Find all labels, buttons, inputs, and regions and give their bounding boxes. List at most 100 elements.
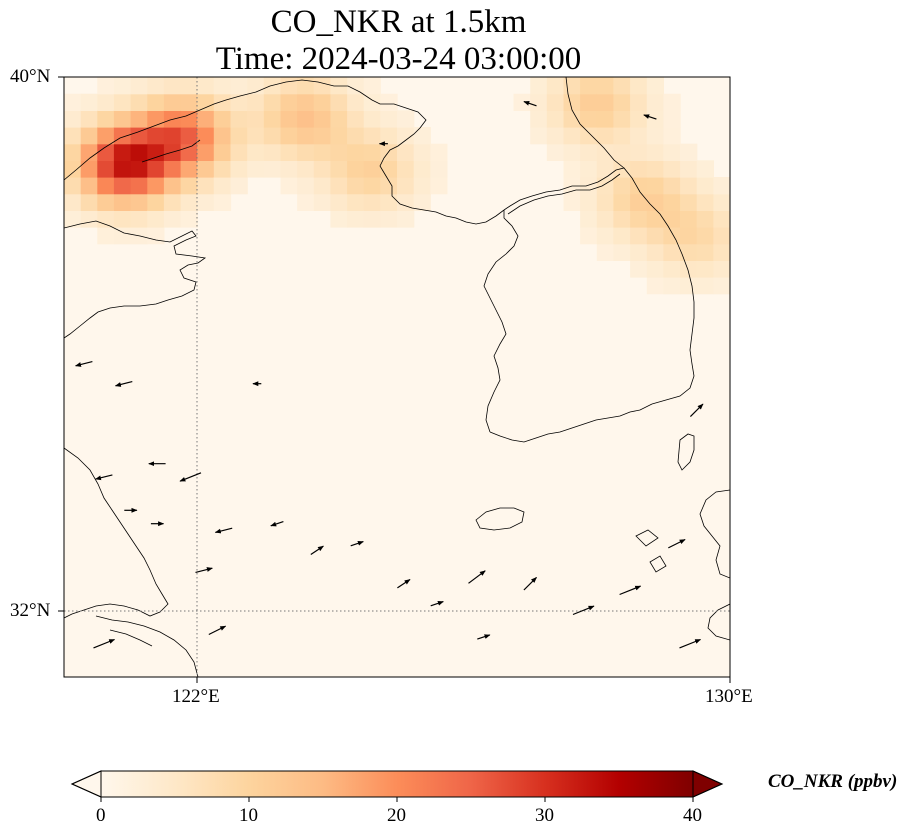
field-cell bbox=[313, 143, 332, 161]
field-cell bbox=[613, 127, 631, 145]
field-cell bbox=[630, 243, 648, 261]
colorbar-label: CO_NKR (ppbv) bbox=[768, 771, 898, 792]
field-cell bbox=[130, 127, 148, 145]
field-cell bbox=[180, 160, 198, 178]
field-cell bbox=[380, 177, 398, 195]
field-cell bbox=[596, 77, 614, 95]
field-cell bbox=[363, 127, 381, 145]
field-cell bbox=[363, 93, 381, 111]
field-cell bbox=[563, 110, 581, 128]
field-cell bbox=[330, 193, 348, 211]
wind-arrow bbox=[195, 567, 213, 573]
field-cell bbox=[563, 160, 581, 178]
field-cell bbox=[313, 160, 332, 178]
field-cell bbox=[630, 110, 648, 128]
field-cell bbox=[563, 143, 581, 161]
field-cell bbox=[613, 243, 631, 261]
field-cell bbox=[297, 193, 315, 211]
field-cell bbox=[147, 93, 165, 111]
field-cell bbox=[630, 160, 648, 178]
map-panel[interactable] bbox=[64, 77, 731, 677]
field-cell bbox=[230, 160, 248, 178]
field-cell bbox=[347, 160, 365, 178]
field-cell bbox=[113, 77, 132, 95]
field-cell bbox=[596, 93, 614, 111]
field-cell bbox=[397, 160, 415, 178]
field-cell bbox=[97, 110, 115, 128]
field-cell bbox=[97, 160, 115, 178]
wind-arrow bbox=[668, 538, 686, 549]
coastline-layer bbox=[64, 77, 730, 677]
field-cell bbox=[147, 227, 165, 245]
field-cell bbox=[130, 77, 148, 95]
field-cell bbox=[380, 110, 398, 128]
field-cell bbox=[347, 77, 365, 95]
field-cell bbox=[80, 193, 98, 211]
field-cell bbox=[613, 193, 631, 211]
field-cell bbox=[80, 160, 98, 178]
field-cell bbox=[180, 93, 198, 111]
field-cell bbox=[180, 77, 198, 95]
field-cell bbox=[580, 93, 598, 111]
field-cell bbox=[546, 143, 565, 161]
field-cell bbox=[596, 160, 614, 178]
wind-arrow bbox=[619, 585, 642, 596]
wind-arrow bbox=[95, 474, 113, 481]
field-cell bbox=[663, 193, 681, 211]
field-cell bbox=[630, 193, 648, 211]
field-cell bbox=[397, 143, 415, 161]
field-cell bbox=[64, 127, 82, 145]
field-cell bbox=[380, 93, 398, 111]
field-cell bbox=[596, 243, 614, 261]
field-cell bbox=[596, 143, 614, 161]
field-cell bbox=[630, 260, 648, 278]
field-cell bbox=[80, 143, 98, 161]
field-cell bbox=[297, 110, 315, 128]
field-cell bbox=[80, 177, 98, 195]
field-cell bbox=[580, 193, 598, 211]
field-cell bbox=[297, 160, 315, 178]
field-cell bbox=[313, 77, 332, 95]
field-cell bbox=[413, 193, 431, 211]
colorbar-body bbox=[101, 771, 693, 797]
field-cell bbox=[580, 110, 598, 128]
field-cell bbox=[680, 143, 698, 161]
map-title-line-2: Time: 2024-03-24 03:00:00 bbox=[215, 41, 582, 77]
field-cell bbox=[713, 210, 730, 228]
field-cell bbox=[297, 143, 315, 161]
field-cell bbox=[180, 193, 198, 211]
field-cell bbox=[230, 177, 248, 195]
field-cell bbox=[696, 160, 714, 178]
field-cell bbox=[663, 227, 681, 245]
field-cell bbox=[197, 160, 215, 178]
field-cell bbox=[113, 227, 132, 245]
field-cell bbox=[263, 93, 282, 111]
field-cell bbox=[363, 77, 381, 95]
field-cell bbox=[363, 177, 381, 195]
field-cell bbox=[230, 110, 248, 128]
field-cell bbox=[413, 143, 431, 161]
field-cell bbox=[696, 227, 714, 245]
field-cell bbox=[330, 127, 348, 145]
map-frame bbox=[63, 76, 731, 678]
field-cell bbox=[197, 93, 215, 111]
field-cell bbox=[97, 127, 115, 145]
field-cell bbox=[230, 93, 248, 111]
field-cell bbox=[263, 110, 282, 128]
x-tick-label-122E: 122°E bbox=[172, 686, 220, 707]
field-cell bbox=[663, 160, 681, 178]
field-cell bbox=[213, 160, 232, 178]
field-cell bbox=[580, 77, 598, 95]
field-cell bbox=[646, 210, 664, 228]
field-cell bbox=[646, 143, 664, 161]
field-cell bbox=[680, 277, 698, 295]
field-cell bbox=[663, 210, 681, 228]
field-cell bbox=[230, 77, 248, 95]
field-cell bbox=[613, 210, 631, 228]
field-cell bbox=[430, 143, 448, 161]
field-cell bbox=[530, 77, 548, 95]
field-cell bbox=[80, 110, 98, 128]
field-cell bbox=[147, 127, 165, 145]
wind-arrow bbox=[214, 527, 233, 534]
